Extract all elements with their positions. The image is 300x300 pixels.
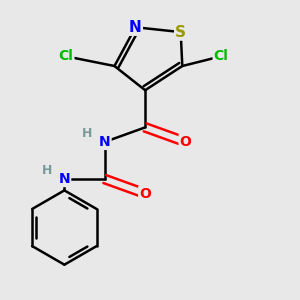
Text: O: O (180, 135, 191, 149)
Text: Cl: Cl (58, 49, 74, 63)
Text: S: S (175, 25, 186, 40)
Text: N: N (129, 20, 142, 35)
Text: N: N (99, 135, 111, 149)
Text: O: O (139, 187, 151, 201)
Text: Cl: Cl (214, 49, 229, 63)
Text: H: H (82, 127, 92, 140)
Text: H: H (41, 164, 52, 178)
Text: N: N (58, 172, 70, 186)
